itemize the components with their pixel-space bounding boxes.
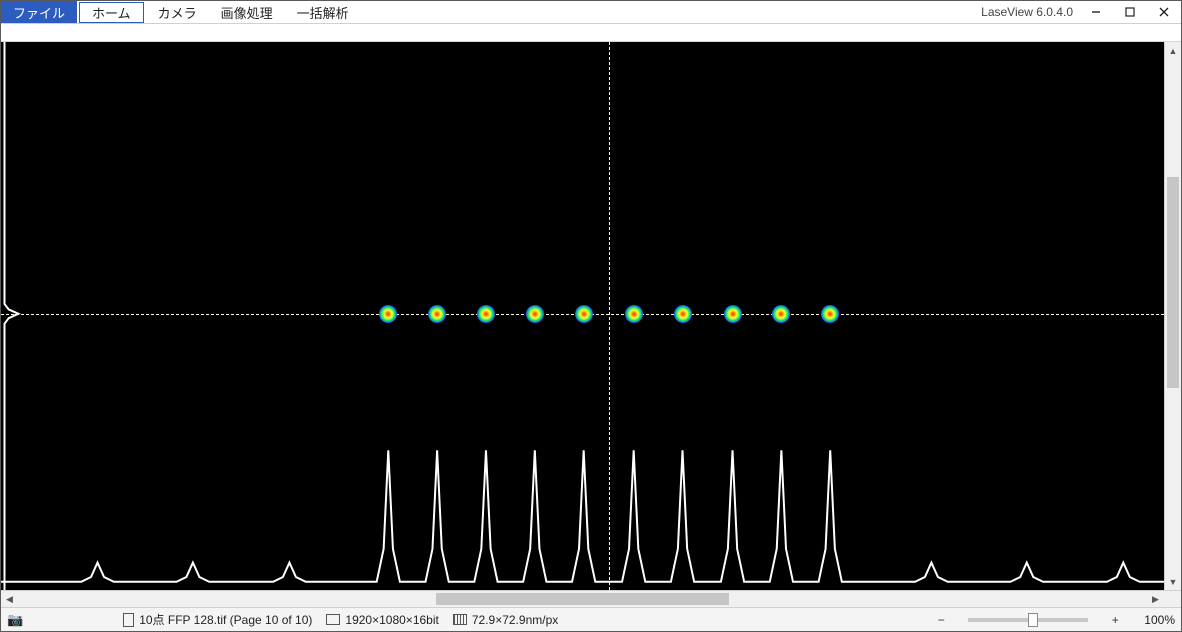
file-icon xyxy=(123,613,134,627)
window-close-button[interactable] xyxy=(1147,1,1181,23)
scroll-left-icon[interactable]: ◀ xyxy=(1,591,18,607)
image-viewport[interactable] xyxy=(1,42,1164,590)
resolution-icon xyxy=(326,614,340,625)
status-file-label: 10点 FFP 128.tif (Page 10 of 10) xyxy=(139,611,312,628)
status-file: 10点 FFP 128.tif (Page 10 of 10) xyxy=(123,611,312,628)
zoom-percent-label: 100% xyxy=(1144,613,1175,627)
zoom-slider[interactable] xyxy=(968,618,1088,622)
ribbon-placeholder xyxy=(1,24,1181,42)
ruler-icon xyxy=(453,614,467,625)
status-resolution-label: 1920×1080×16bit xyxy=(345,613,438,627)
menu-tab-camera[interactable]: カメラ xyxy=(146,1,209,23)
titlebar: ファイル ホーム カメラ 画像処理 一括解析 LaseView 6.0.4.0 xyxy=(1,1,1181,24)
zoom-slider-knob[interactable] xyxy=(1028,613,1038,627)
horizontal-scrollbar[interactable]: ◀ ▶ xyxy=(1,590,1181,607)
scroll-up-icon[interactable]: ▲ xyxy=(1165,42,1181,59)
camera-icon: 📷 xyxy=(7,612,23,628)
vertical-scroll-thumb[interactable] xyxy=(1167,177,1179,388)
zoom-in-button[interactable]: + xyxy=(1108,613,1122,627)
scroll-down-icon[interactable]: ▼ xyxy=(1165,573,1181,590)
window-minimize-button[interactable] xyxy=(1079,1,1113,23)
app-title: LaseView 6.0.4.0 xyxy=(981,1,1079,23)
status-resolution: 1920×1080×16bit xyxy=(326,613,438,627)
vertical-profile xyxy=(1,42,1164,590)
menu-tab-batch[interactable]: 一括解析 xyxy=(285,1,361,23)
menu-tab-file[interactable]: ファイル xyxy=(1,1,77,23)
statusbar: 📷 10点 FFP 128.tif (Page 10 of 10) 1920×1… xyxy=(1,607,1181,631)
vertical-scrollbar[interactable]: ▲ ▼ xyxy=(1164,42,1181,590)
horizontal-scroll-thumb[interactable] xyxy=(436,593,730,605)
menu-tab-imgproc[interactable]: 画像処理 xyxy=(209,1,285,23)
status-pixel-scale-label: 72.9×72.9nm/px xyxy=(472,613,558,627)
scroll-right-icon[interactable]: ▶ xyxy=(1147,591,1164,607)
window-maximize-button[interactable] xyxy=(1113,1,1147,23)
menu-tab-home[interactable]: ホーム xyxy=(79,2,144,23)
status-pixel-scale: 72.9×72.9nm/px xyxy=(453,613,558,627)
zoom-out-button[interactable]: − xyxy=(934,613,948,627)
